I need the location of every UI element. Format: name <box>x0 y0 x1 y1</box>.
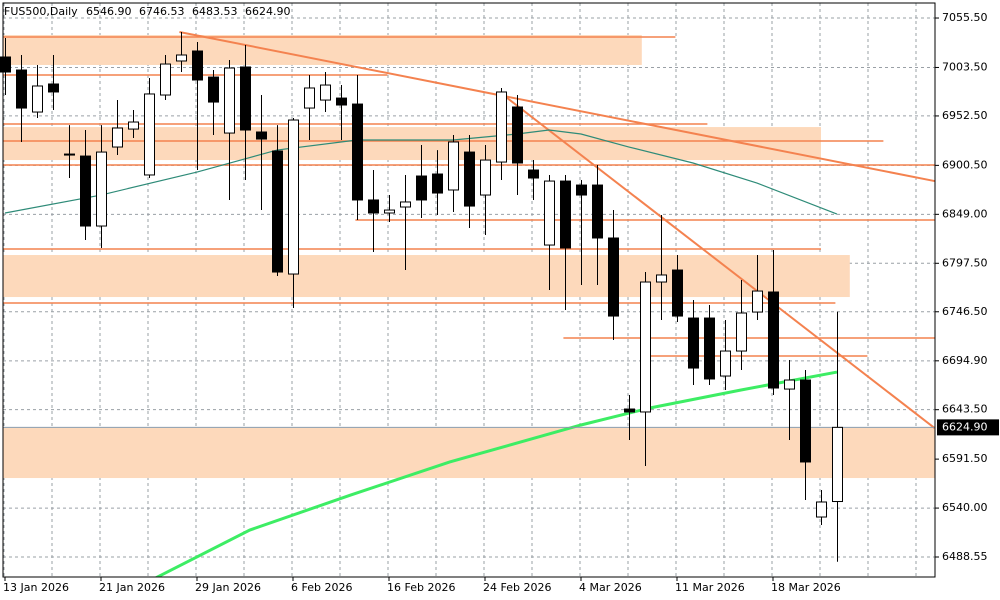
y-tick-label: 6746.50 <box>942 305 988 318</box>
y-tick-label: 6488.55 <box>942 550 988 563</box>
y-tick-label: 7055.50 <box>942 11 988 24</box>
candle-body <box>656 274 667 283</box>
candle-body <box>16 69 27 109</box>
y-tick-label: 6540.00 <box>942 501 988 514</box>
candle-body <box>688 317 699 369</box>
candle-body <box>256 131 267 140</box>
candle-body <box>208 76 219 103</box>
x-tick-label: 29 Jan 2026 <box>195 581 261 594</box>
zone <box>3 127 821 161</box>
candle-body <box>0 56 11 73</box>
y-tick-label: 6591.50 <box>942 452 988 465</box>
low-label: 6483.53 <box>192 5 238 18</box>
candle-body <box>144 93 155 176</box>
open-label: 6546.90 <box>86 5 132 18</box>
y-tick-label: 7003.50 <box>942 60 988 73</box>
candle-body <box>560 180 571 249</box>
candle-body <box>480 159 491 196</box>
candle-body <box>192 50 203 81</box>
candle-body <box>384 209 395 214</box>
high-label: 6746.53 <box>139 5 185 18</box>
y-tick-label: 6643.50 <box>942 403 988 416</box>
candle-body <box>624 408 635 413</box>
x-tick-label: 16 Feb 2026 <box>387 581 455 594</box>
candle-body <box>32 85 43 113</box>
y-tick-label: 6797.50 <box>942 256 988 269</box>
chart-title: FUS500,Daily <box>4 5 78 18</box>
candle-body <box>768 291 779 389</box>
candle-body <box>352 103 363 201</box>
candle-body <box>272 150 283 273</box>
candle-body <box>640 281 651 413</box>
y-tick-label: 6849.00 <box>942 207 988 220</box>
candle-body <box>784 379 795 390</box>
current-price-box <box>937 419 999 436</box>
candle-body <box>464 151 475 207</box>
candle-body <box>160 63 171 96</box>
x-tick-label: 18 Mar 2026 <box>771 581 841 594</box>
plot-border <box>2 2 936 578</box>
candle-body <box>704 317 715 380</box>
candle-body <box>800 379 811 463</box>
candle-body <box>96 151 107 227</box>
trendline <box>179 31 935 183</box>
candle-body <box>80 155 91 227</box>
candle-body <box>592 184 603 239</box>
candle-body <box>672 269 683 317</box>
moving-average <box>154 370 838 577</box>
candle-body <box>304 87 315 109</box>
candle-body <box>368 199 379 214</box>
candle-body <box>400 201 411 208</box>
candle-body <box>288 119 299 275</box>
candle-body <box>496 91 507 163</box>
zone <box>3 255 850 298</box>
candle-body <box>448 141 459 191</box>
x-tick-label: 13 Jan 2026 <box>3 581 69 594</box>
x-tick-label: 6 Feb 2026 <box>291 581 352 594</box>
y-tick-label: 6694.90 <box>942 354 988 367</box>
candle-body <box>112 127 123 148</box>
x-tick-label: 21 Jan 2026 <box>99 581 165 594</box>
close-label: 6624.90 <box>245 5 291 18</box>
candle-body <box>176 54 187 62</box>
candle-body <box>576 184 587 196</box>
x-tick-label: 4 Mar 2026 <box>579 581 642 594</box>
plot-area <box>3 3 935 577</box>
y-tick-label: 6900.50 <box>942 158 988 171</box>
candle-body <box>48 83 59 93</box>
candle-body <box>816 501 827 518</box>
x-tick-label: 24 Feb 2026 <box>483 581 551 594</box>
candle-body <box>832 426 843 503</box>
candle-body <box>544 180 555 246</box>
trendline <box>498 91 935 429</box>
axes: 7055.50 7003.50 6952.50 6900.50 6849.00 6797.… <box>3 11 999 594</box>
candle-body <box>752 290 763 313</box>
candle-body <box>240 66 251 131</box>
candle-body <box>608 237 619 317</box>
candle-body <box>64 153 75 156</box>
candle-body <box>528 169 539 179</box>
candle-body <box>336 97 347 106</box>
current-price-label: 6624.90 <box>942 420 988 433</box>
candle-body <box>128 121 139 130</box>
x-tick-label: 11 Mar 2026 <box>675 581 745 594</box>
candle-body <box>224 67 235 134</box>
candle-body <box>736 312 747 352</box>
candle-body <box>416 175 427 201</box>
candle-body <box>320 84 331 101</box>
y-tick-label: 6952.50 <box>942 109 988 122</box>
zone <box>3 428 935 479</box>
candle-body <box>720 350 731 377</box>
plot-overlay <box>0 31 843 562</box>
candle-body <box>512 106 523 164</box>
candle-body <box>432 173 443 194</box>
